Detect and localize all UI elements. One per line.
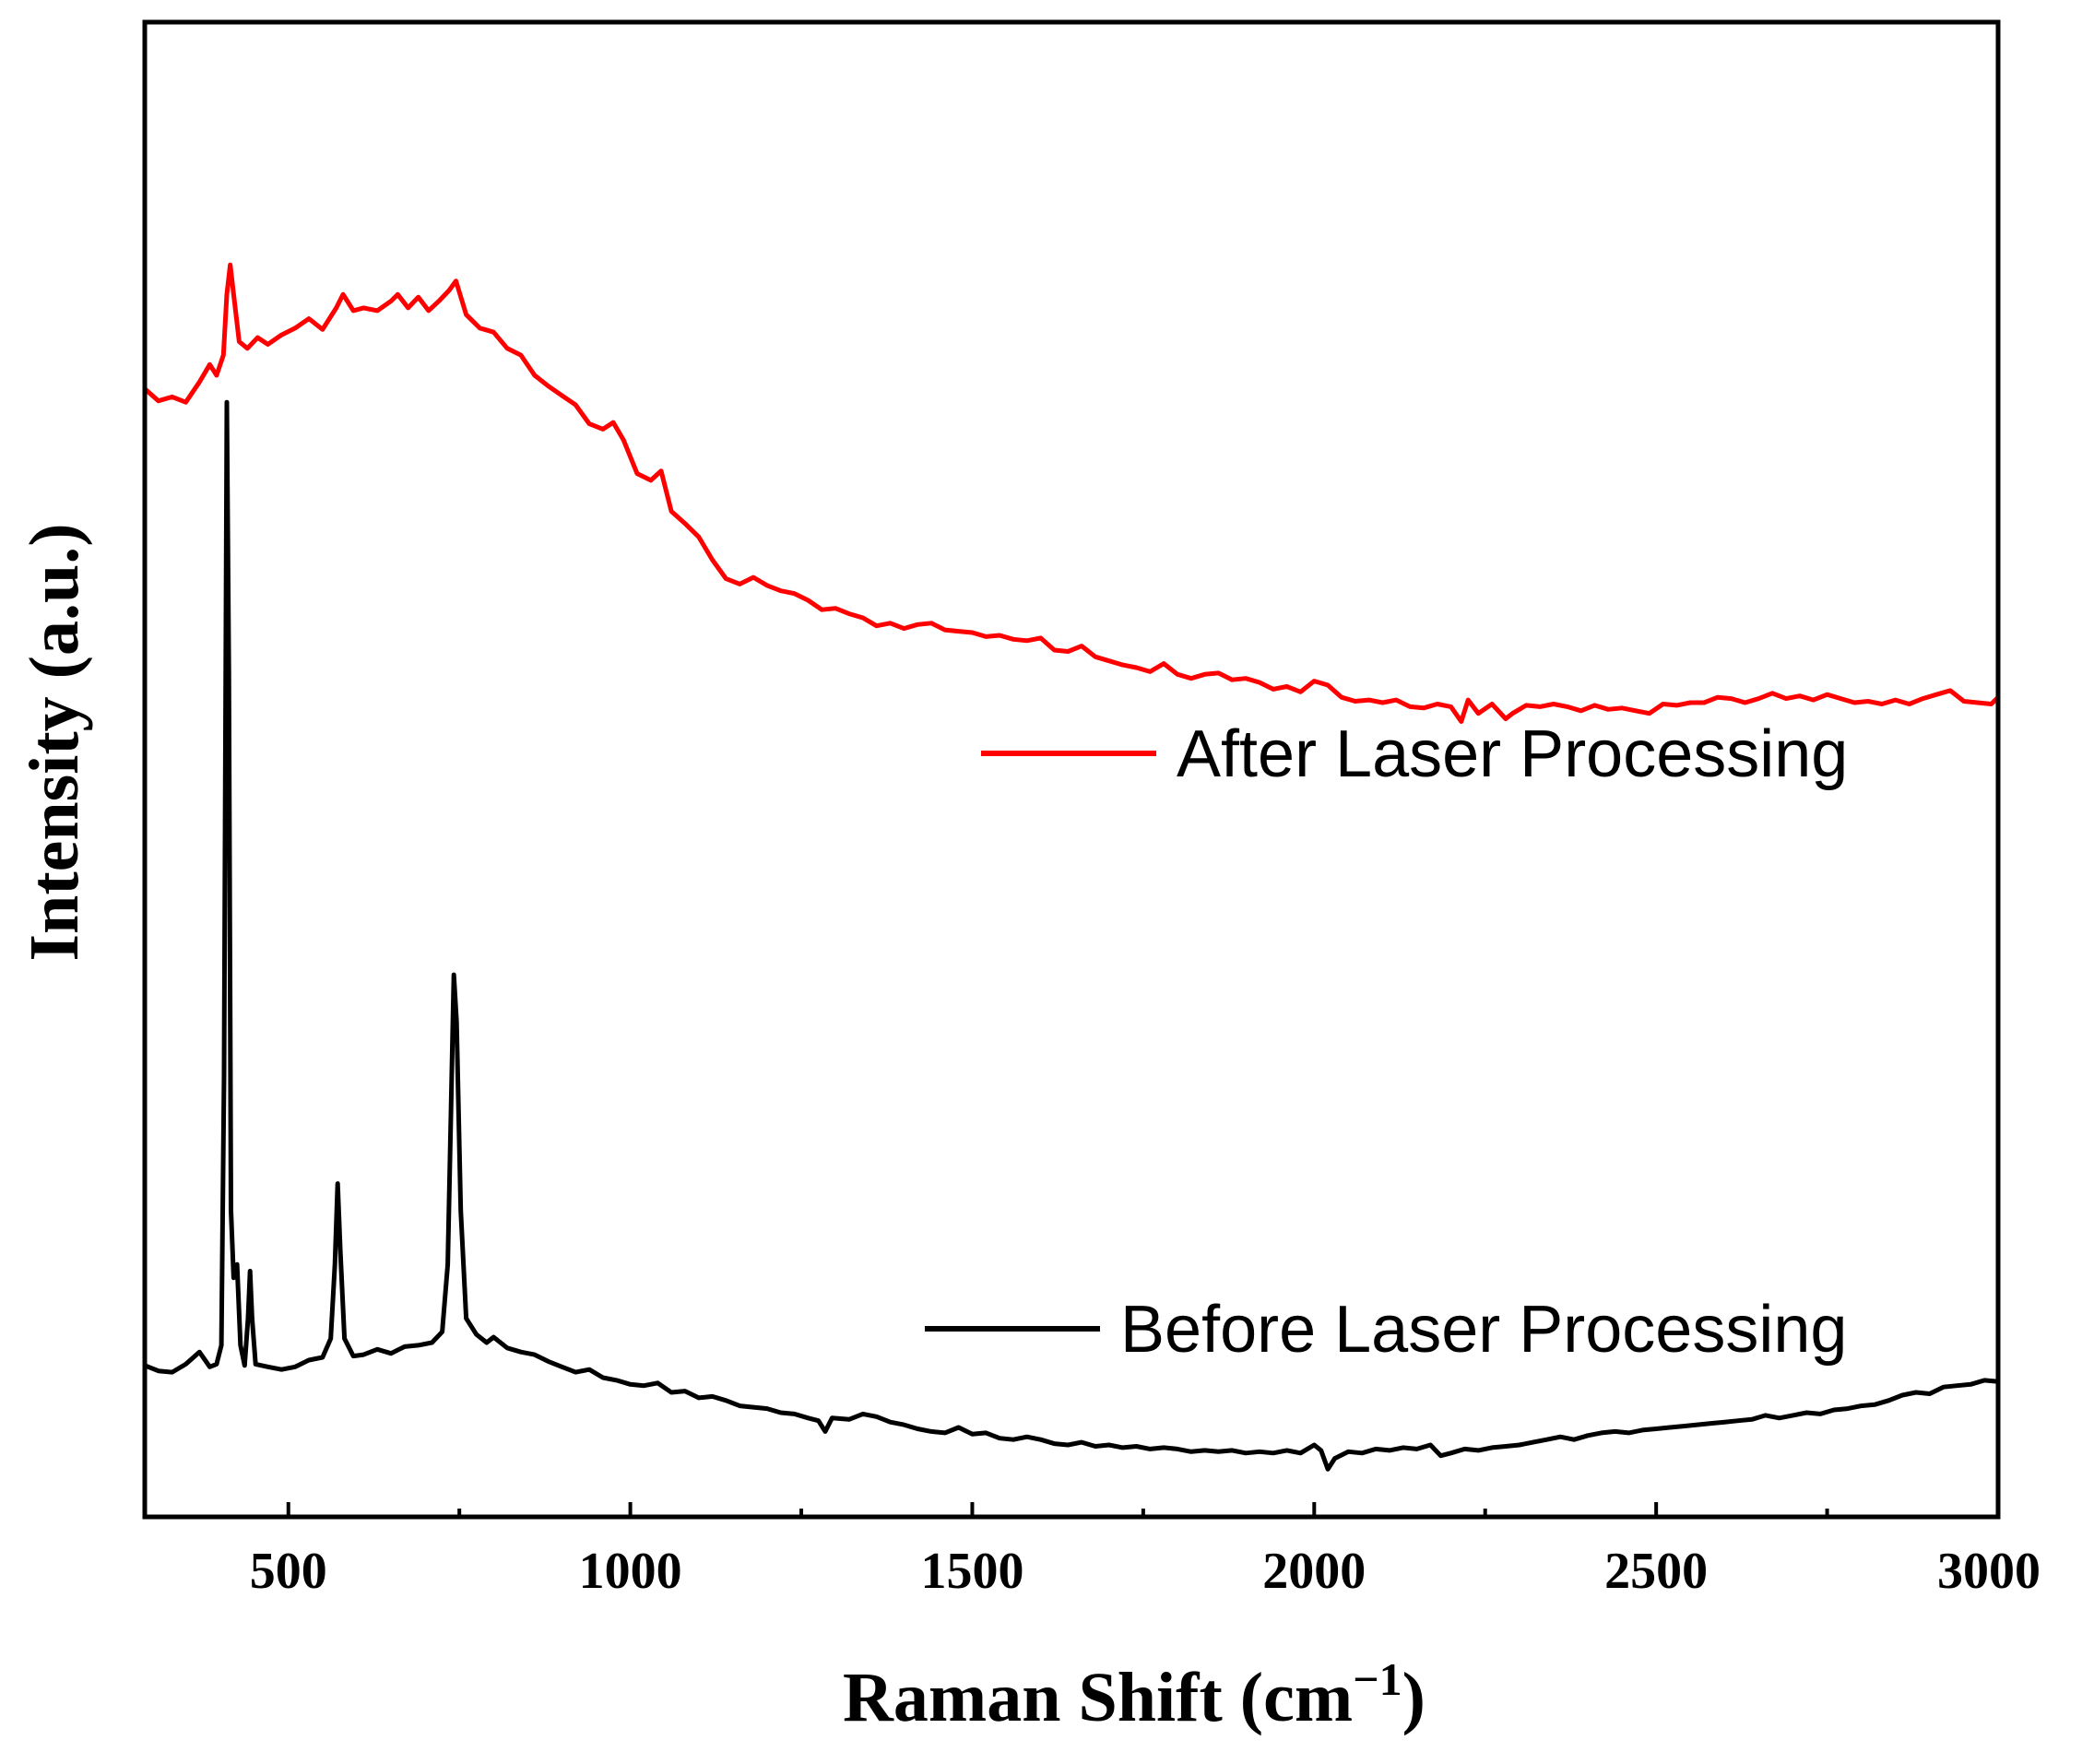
y-axis-title: Intensity (a.u.): [16, 523, 93, 961]
legend-entry-after: After Laser Processing: [981, 717, 1848, 791]
legend-entry-before: Before Laser Processing: [925, 1293, 1847, 1367]
x-tick-label: 1000: [579, 1543, 682, 1600]
x-axis-ticks: [286, 1502, 2000, 1517]
x-tick-label: 500: [250, 1543, 327, 1600]
series-line-after: [143, 262, 2000, 724]
x-axis-title: Raman Shift (cm−1): [843, 1653, 1425, 1736]
x-axis-title-close: ): [1402, 1659, 1425, 1736]
x-axis-title-superscript: −1: [1353, 1653, 1402, 1705]
x-tick-label: 1500: [920, 1543, 1023, 1600]
legend-label-after: After Laser Processing: [1177, 717, 1848, 791]
x-tick-label: 2000: [1262, 1543, 1366, 1600]
plot-series-group: [143, 262, 2000, 1472]
x-axis-tick-labels: 500 1000 1500 2000 2500 3000: [250, 1543, 2041, 1600]
legend-label-before: Before Laser Processing: [1120, 1293, 1847, 1367]
series-line-before: [144, 399, 1999, 1472]
x-tick-label: 3000: [1937, 1543, 2041, 1600]
x-tick-label: 2500: [1604, 1543, 1708, 1600]
plot-frame: [142, 19, 2001, 1520]
